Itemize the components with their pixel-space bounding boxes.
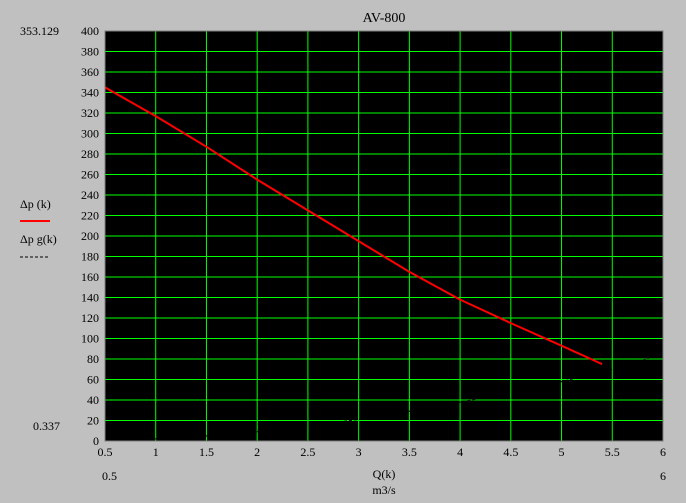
x-tick-label: 1 — [153, 445, 159, 459]
x-tick-label: 1.5 — [199, 445, 214, 459]
y-tick-label: 0 — [93, 434, 99, 448]
y-tick-label: 340 — [81, 86, 99, 100]
y-tick-label: 320 — [81, 106, 99, 120]
y-tick-label: 20 — [87, 414, 99, 428]
legend-label-dp: Δp (k) — [20, 197, 51, 211]
y-tick-label: 200 — [81, 229, 99, 243]
series-layer — [104, 86, 664, 442]
x-tick-label: 2.5 — [300, 445, 315, 459]
y-tick-label: 380 — [81, 45, 99, 59]
y-tick-label: 400 — [81, 24, 99, 38]
y-tick-label: 260 — [81, 168, 99, 182]
y-tick-label: 180 — [81, 250, 99, 264]
y-tick-label: 160 — [81, 270, 99, 284]
y-tick-label: 120 — [81, 311, 99, 325]
y-tick-label: 220 — [81, 209, 99, 223]
x-range-min-label: 0.5 — [102, 469, 117, 483]
x-range-max-label: 6 — [660, 469, 666, 483]
tick-labels: 0.5 1 1.5 2 2.5 3 3.5 4 4.5 5 5.5 60204060801001201… — [81, 24, 666, 459]
x-tick-label: 2 — [254, 445, 260, 459]
grid — [104, 30, 664, 442]
y-tick-label: 240 — [81, 188, 99, 202]
x-tick-label: 5.5 — [605, 445, 620, 459]
y-tick-label: 280 — [81, 147, 99, 161]
x-axis-unit: m3/s — [372, 483, 396, 497]
x-tick-label: 0.5 — [98, 445, 113, 459]
chart-title: AV-800 — [363, 11, 406, 26]
y-tick-label: 140 — [81, 291, 99, 305]
y-range-min-label: 0.337 — [33, 419, 60, 433]
legend-label-dpg: Δp g(k) — [20, 232, 57, 246]
x-tick-label: 4 — [457, 445, 463, 459]
y-tick-label: 300 — [81, 127, 99, 141]
x-tick-label: 4.5 — [503, 445, 518, 459]
y-tick-label: 80 — [87, 352, 99, 366]
y-tick-label: 60 — [87, 373, 99, 387]
x-tick-label: 5 — [559, 445, 565, 459]
x-tick-label: 3 — [356, 445, 362, 459]
y-tick-label: 360 — [81, 65, 99, 79]
y-tick-label: 100 — [81, 332, 99, 346]
x-tick-label: 6 — [660, 445, 666, 459]
plot-frame — [104, 30, 664, 442]
x-axis-label: Q(k) — [373, 467, 396, 481]
y-tick-label: 40 — [87, 393, 99, 407]
legend: Δp (k) Δp g(k) — [20, 197, 57, 258]
series-line-1 — [104, 353, 664, 442]
x-tick-label: 3.5 — [402, 445, 417, 459]
series-line-0 — [104, 86, 603, 366]
y-range-max-label: 353.129 — [20, 24, 59, 38]
